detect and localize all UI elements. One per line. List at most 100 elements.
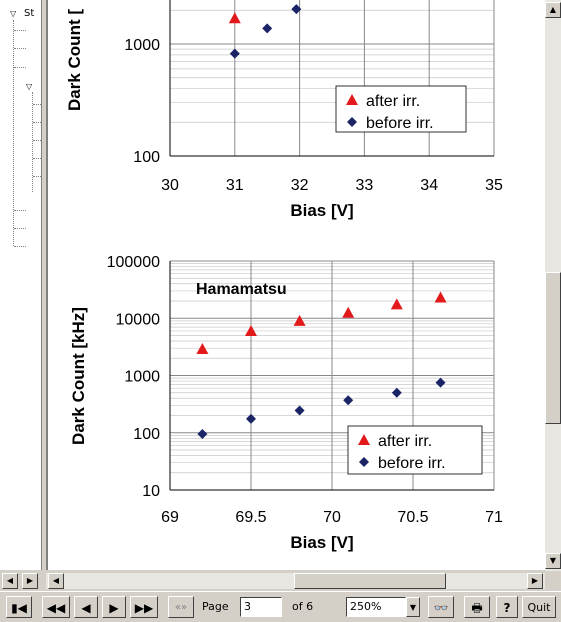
y-tick-label: 100000 bbox=[107, 254, 160, 271]
legend-marker-after-irr bbox=[358, 434, 370, 445]
tree-dash bbox=[14, 228, 26, 229]
legend-marker-after-irr bbox=[346, 94, 358, 105]
outline-scrollbar[interactable]: ◀ ▶ bbox=[0, 572, 41, 589]
legend-box bbox=[347, 425, 483, 475]
x-tick-label: 33 bbox=[356, 177, 374, 194]
y-tick-label: 10000 bbox=[116, 311, 161, 328]
legend-label: before irr. bbox=[378, 455, 446, 472]
scroll-right-icon[interactable]: ▶ bbox=[527, 573, 543, 589]
data-point-before-irr bbox=[197, 429, 208, 440]
data-point-before-irr bbox=[435, 377, 446, 388]
x-tick-label: 70.5 bbox=[397, 509, 428, 526]
tree-dash bbox=[33, 140, 41, 141]
data-point-after-irr bbox=[434, 291, 447, 303]
pause-button[interactable]: ▮◀ bbox=[6, 596, 32, 618]
pause-icon: ▮◀ bbox=[11, 601, 27, 615]
zoom-dropdown-button[interactable]: ▼ bbox=[406, 597, 420, 617]
data-point-after-irr bbox=[228, 12, 241, 24]
outline-pane: ▽ St ▽ bbox=[0, 0, 42, 570]
scroll-left-icon[interactable]: ◀ bbox=[2, 573, 18, 589]
x-tick-label: 69 bbox=[161, 509, 179, 526]
scroll-right-icon[interactable]: ▶ bbox=[22, 573, 38, 589]
x-tick-label: 70 bbox=[323, 509, 341, 526]
tree-dash bbox=[14, 210, 26, 211]
find-button[interactable]: 👓 bbox=[428, 596, 454, 618]
next-page-icon: ▶ bbox=[109, 601, 119, 615]
page-number-input[interactable]: 3 bbox=[240, 597, 282, 617]
tree-line bbox=[32, 92, 33, 192]
scroll-left-icon[interactable]: ◀ bbox=[48, 573, 64, 589]
y-tick-label: 100 bbox=[133, 149, 160, 166]
vertical-scroll-thumb[interactable] bbox=[545, 272, 561, 424]
x-tick-label: 35 bbox=[485, 177, 503, 194]
expand-toggle-icon[interactable]: ▽ bbox=[26, 82, 33, 91]
last-page-icon: ▶▶ bbox=[134, 601, 154, 615]
document-page: 100 1000 10000 30 31 32 33 34 35 Bias [V] Dark Cou… bbox=[46, 0, 547, 570]
tree-dash bbox=[33, 176, 41, 177]
first-page-icon: ◀◀ bbox=[46, 601, 66, 615]
first-page-button[interactable]: ◀◀ bbox=[42, 596, 70, 618]
data-point-before-irr bbox=[291, 4, 302, 15]
data-point-before-irr bbox=[391, 387, 402, 398]
help-button[interactable]: ? bbox=[496, 596, 518, 618]
x-tick-label: 71 bbox=[485, 509, 503, 526]
tree-dash bbox=[14, 48, 26, 49]
data-point-after-irr bbox=[342, 306, 355, 318]
y-axis-label: Dark Count [ bbox=[65, 9, 84, 111]
data-point-after-irr bbox=[390, 298, 403, 310]
x-tick-label: 31 bbox=[226, 177, 244, 194]
quit-button[interactable]: Quit bbox=[522, 596, 556, 618]
last-page-button[interactable]: ▶▶ bbox=[130, 596, 158, 618]
legend-label: before irr. bbox=[366, 115, 434, 132]
prev-page-button[interactable]: ◀ bbox=[74, 596, 98, 618]
find-icon: 👓 bbox=[433, 601, 449, 615]
y-axis-label: Dark Count [kHz] bbox=[69, 307, 88, 445]
data-point-before-irr bbox=[343, 395, 354, 406]
outline-root-label[interactable]: St bbox=[24, 8, 35, 19]
x-tick-label: 34 bbox=[420, 177, 438, 194]
page-total: of 6 bbox=[292, 600, 314, 613]
expand-toggle-icon[interactable]: ▽ bbox=[10, 9, 17, 18]
y-tick-label: 1000 bbox=[124, 369, 160, 386]
next-page-button[interactable]: ▶ bbox=[102, 596, 126, 618]
horizontal-scroll-thumb[interactable] bbox=[294, 573, 446, 589]
data-point-before-irr bbox=[294, 405, 305, 416]
chart-title: Hamamatsu bbox=[196, 281, 287, 298]
tree-line bbox=[13, 20, 14, 246]
scroll-down-icon[interactable]: ▼ bbox=[545, 553, 561, 569]
y-tick-label: 10 bbox=[142, 483, 160, 500]
legend-marker-before-irr bbox=[347, 117, 357, 127]
tree-dash bbox=[14, 30, 26, 31]
zoom-dropdown-icon: ▼ bbox=[409, 603, 417, 612]
bottom-toolbar: ▮◀ ◀◀ ◀ ▶ ▶▶ «» Page 3 of 6 250% ▼ 👓 🖶 ?… bbox=[0, 591, 561, 622]
legend-label: after irr. bbox=[366, 93, 420, 110]
scroll-up-icon[interactable]: ▲ bbox=[545, 2, 561, 18]
legend-label: after irr. bbox=[378, 433, 432, 450]
back-button[interactable]: «» bbox=[168, 596, 194, 618]
legend-marker-before-irr bbox=[359, 457, 369, 467]
prev-page-icon: ◀ bbox=[81, 601, 91, 615]
data-point-after-irr bbox=[196, 343, 209, 355]
x-tick-label: 32 bbox=[291, 177, 309, 194]
zoom-input[interactable]: 250% bbox=[346, 597, 406, 617]
print-icon: 🖶 bbox=[471, 601, 483, 615]
tree-dash bbox=[14, 67, 26, 68]
x-axis-label: Bias [V] bbox=[290, 201, 353, 220]
vertical-scrollbar[interactable]: ▲ ▼ bbox=[545, 0, 561, 571]
print-button[interactable]: 🖶 bbox=[464, 596, 490, 618]
back-icon: «» bbox=[174, 602, 188, 613]
data-point-before-irr bbox=[246, 413, 256, 424]
help-icon: ? bbox=[503, 601, 511, 615]
legend-box bbox=[335, 85, 467, 133]
chart-canvas: 100 1000 10000 30 31 32 33 34 35 Bias [V] Dark Cou… bbox=[65, 0, 503, 552]
tree-dash bbox=[14, 246, 26, 247]
horizontal-scrollbar[interactable]: ◀ ▶ bbox=[46, 573, 545, 589]
x-tick-label: 69.5 bbox=[235, 509, 266, 526]
tree-dash bbox=[33, 104, 41, 105]
tree-dash bbox=[33, 122, 41, 123]
x-axis-label: Bias [V] bbox=[290, 533, 353, 552]
data-point-after-irr bbox=[245, 324, 257, 336]
x-tick-label: 30 bbox=[161, 177, 179, 194]
tree-dash bbox=[33, 158, 41, 159]
